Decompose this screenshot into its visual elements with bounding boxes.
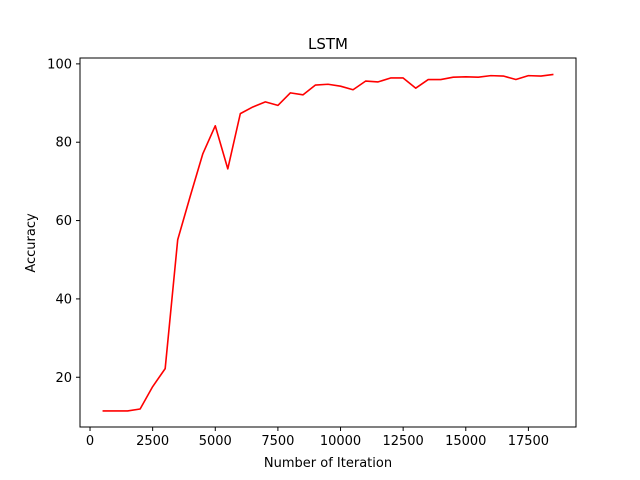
y-axis-label: Accuracy — [24, 213, 39, 273]
x-tick-label: 17500 — [508, 434, 549, 449]
axis-ticks: 0 2500 5000 7500 10000 12500 15000 17500 20 40 60 8… — [47, 57, 549, 449]
chart-title: LSTM — [308, 35, 348, 53]
y-tick-label: 60 — [55, 214, 72, 229]
y-tick-label: 40 — [55, 292, 72, 307]
x-tick-label: 5000 — [199, 434, 232, 449]
plot-area — [102, 73, 554, 412]
x-tick-label: 12500 — [382, 434, 423, 449]
accuracy-series-line — [102, 73, 554, 412]
y-tick-label: 20 — [55, 371, 72, 386]
x-tick-label: 7500 — [261, 434, 294, 449]
x-tick-label: 10000 — [320, 434, 361, 449]
y-tick-label: 80 — [55, 136, 72, 151]
x-tick-label: 0 — [86, 434, 94, 449]
plot-frame — [79, 57, 577, 428]
x-tick-label: 2500 — [136, 434, 169, 449]
x-axis-label: Number of Iteration — [264, 456, 392, 471]
x-tick-label: 15000 — [445, 434, 486, 449]
y-tick-label: 100 — [47, 57, 72, 72]
